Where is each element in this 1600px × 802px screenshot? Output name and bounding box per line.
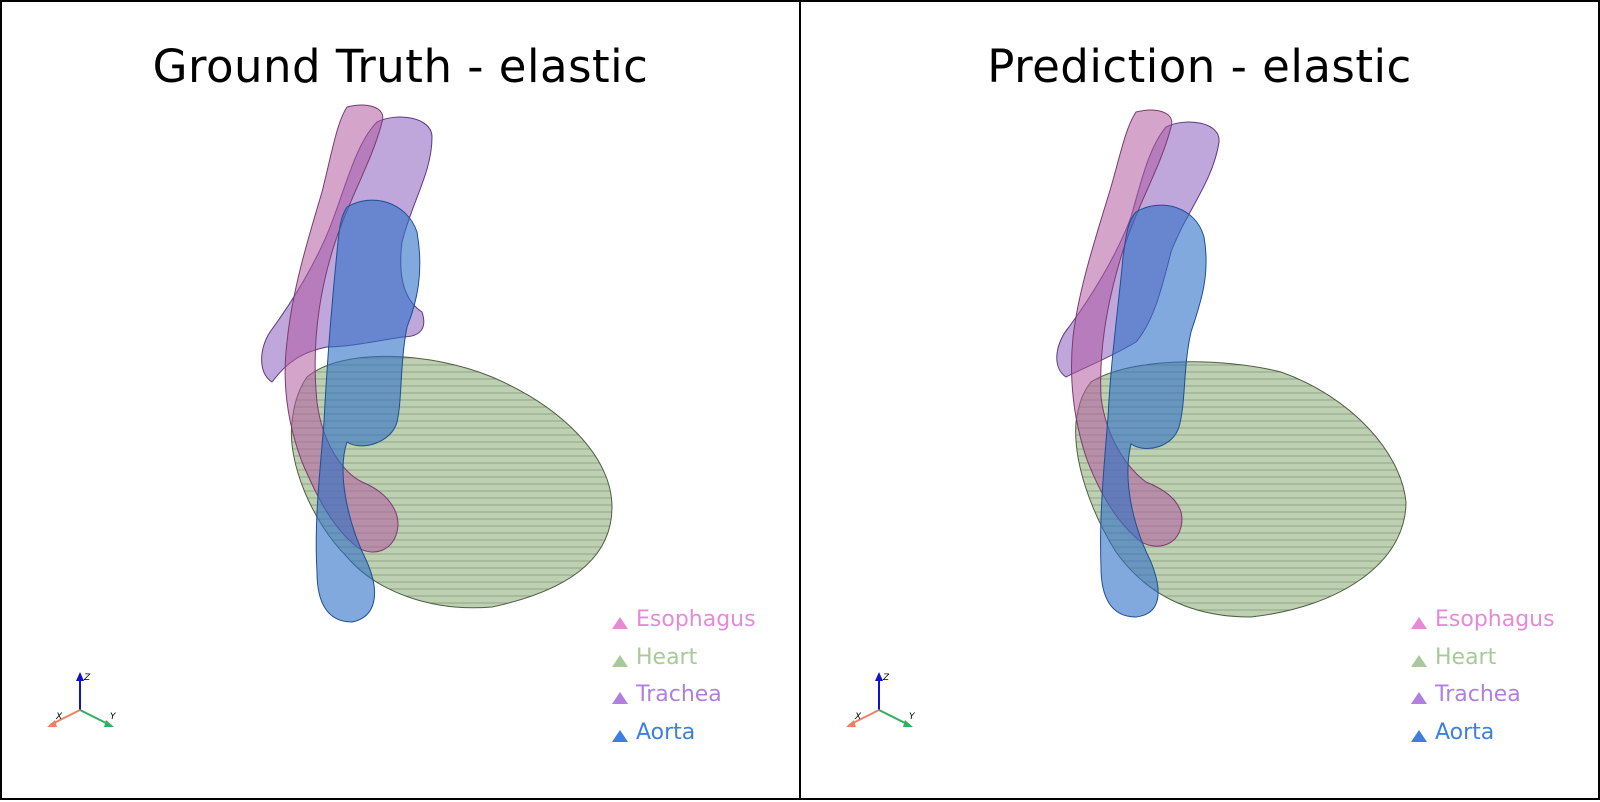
triangle-marker-icon xyxy=(1411,729,1427,742)
legend-label: Heart xyxy=(636,644,698,670)
axis-z-label: Z xyxy=(882,673,890,683)
viewport-title: Prediction - elastic xyxy=(987,40,1412,93)
viewport-ground-truth[interactable]: Ground Truth - elastic Esophagus xyxy=(0,0,800,800)
orientation-axes-widget: Z X Y xyxy=(47,672,117,727)
orientation-axes-widget: Z X Y xyxy=(846,672,916,727)
axis-y-label: Y xyxy=(110,712,117,722)
triangle-marker-icon xyxy=(612,654,628,667)
axis-x-label: X xyxy=(854,712,862,722)
legend-label: Esophagus xyxy=(1435,607,1555,632)
triangle-marker-icon xyxy=(612,692,628,704)
axis-x-label: X xyxy=(55,712,63,722)
triangle-marker-icon xyxy=(612,729,628,742)
legend-label: Aorta xyxy=(636,719,696,745)
legend-label: Trachea xyxy=(1435,682,1521,707)
triangle-marker-icon xyxy=(1411,654,1427,667)
organ-render[interactable] xyxy=(2,2,802,802)
legend-label: Heart xyxy=(1435,644,1497,670)
legend-label: Aorta xyxy=(1435,719,1495,745)
triangle-marker-icon xyxy=(1411,617,1427,629)
viewport-prediction[interactable]: Prediction - elastic Esophagus xyxy=(800,0,1600,800)
aorta-mesh xyxy=(315,199,421,623)
axis-z-label: Z xyxy=(83,673,91,683)
viewport-title: Ground Truth - elastic xyxy=(152,40,649,93)
legend-label: Esophagus xyxy=(636,607,756,632)
axis-y-label: Y xyxy=(909,712,916,722)
legend-label: Trachea xyxy=(636,682,722,707)
triangle-marker-icon xyxy=(612,617,628,629)
organ-render[interactable] xyxy=(801,2,1600,802)
triangle-marker-icon xyxy=(1411,692,1427,704)
aorta-mesh xyxy=(1100,204,1207,618)
